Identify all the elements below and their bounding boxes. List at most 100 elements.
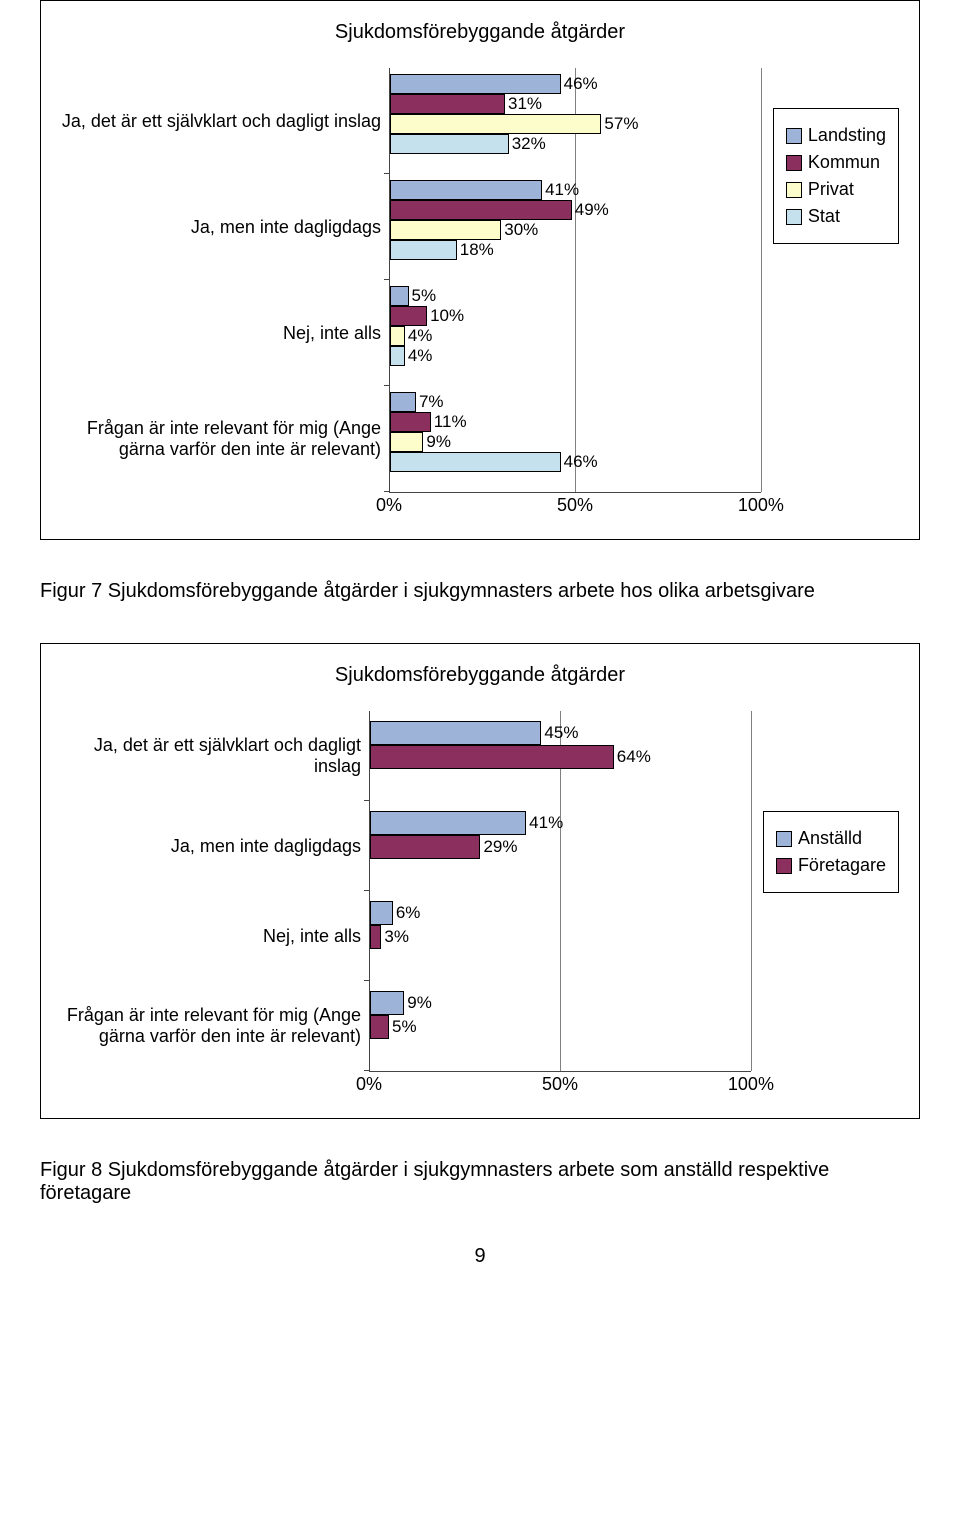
chart-bar: 5% xyxy=(390,286,409,306)
chart-bar-row: 64% xyxy=(370,745,751,769)
chart-bar-value-label: 64% xyxy=(613,747,651,767)
chart-x-tick: 0% xyxy=(376,495,402,516)
chart2-legend: Anställd Företagare xyxy=(763,811,899,893)
chart-x-tick: 100% xyxy=(728,1074,774,1095)
chart-bar-row: 46% xyxy=(390,74,761,94)
chart-gridline xyxy=(761,68,763,492)
legend-label: Stat xyxy=(808,206,840,227)
chart-bar: 11% xyxy=(390,412,431,432)
chart-bar-row: 49% xyxy=(390,200,761,220)
chart1-plot-wrap: 46%31%57%32%41%49%30%18%5%10%4%4%7%11%9%… xyxy=(389,68,761,519)
chart-bar-row: 29% xyxy=(370,835,751,859)
chart-bar-group: 46%31%57%32% xyxy=(390,68,761,174)
chart2-title: Sjukdomsförebyggande åtgärder xyxy=(61,664,899,687)
chart-bar: 3% xyxy=(370,925,381,949)
chart-bar-group: 5%10%4%4% xyxy=(390,280,761,386)
legend-label: Företagare xyxy=(798,855,886,876)
chart1-legend: Landsting Kommun Privat Stat xyxy=(773,108,899,244)
chart-bar: 7% xyxy=(390,392,416,412)
chart-bar: 4% xyxy=(390,346,405,366)
legend-label: Kommun xyxy=(808,152,880,173)
chart-bar: 31% xyxy=(390,94,505,114)
chart-bar: 5% xyxy=(370,1015,389,1039)
figure8-caption: Figur 8 Sjukdomsförebyggande åtgärder i … xyxy=(40,1159,920,1205)
chart2-plot: 45%64%41%29%6%3%9%5% xyxy=(369,711,751,1072)
chart-bar-value-label: 45% xyxy=(540,723,578,743)
chart-bar: 46% xyxy=(390,452,561,472)
chart1-plot: 46%31%57%32%41%49%30%18%5%10%4%4%7%11%9%… xyxy=(389,68,761,493)
chart-bar-row: 41% xyxy=(370,811,751,835)
page-number: 9 xyxy=(40,1245,920,1268)
legend-item: Kommun xyxy=(786,152,886,173)
chart-bar-value-label: 46% xyxy=(560,74,598,94)
chart-bar-group: 7%11%9%46% xyxy=(390,386,761,492)
chart-bar-row: 31% xyxy=(390,94,761,114)
chart-bar-value-label: 41% xyxy=(525,813,563,833)
legend-item: Landsting xyxy=(786,125,886,146)
chart1-y-labels: Ja, det är ett självklart och dagligt in… xyxy=(61,68,389,492)
chart-category-label: Frågan är inte relevant för mig (Ange gä… xyxy=(61,386,381,492)
page: Sjukdomsförebyggande åtgärder Ja, det är… xyxy=(0,0,960,1308)
chart-x-tick: 50% xyxy=(557,495,593,516)
chart-bar: 41% xyxy=(370,811,526,835)
chart-category-label: Ja, men inte dagligdags xyxy=(61,801,361,891)
chart1-body: Ja, det är ett självklart och dagligt in… xyxy=(61,68,899,519)
chart-bar: 64% xyxy=(370,745,614,769)
legend-item: Privat xyxy=(786,179,886,200)
chart-bar-value-label: 30% xyxy=(500,220,538,240)
chart-bar-value-label: 3% xyxy=(380,927,409,947)
legend-label: Privat xyxy=(808,179,854,200)
legend-swatch xyxy=(776,831,792,847)
chart-bar-value-label: 18% xyxy=(456,240,494,260)
legend-item: Anställd xyxy=(776,828,886,849)
chart-category-label: Nej, inte alls xyxy=(61,891,361,981)
chart-bar: 57% xyxy=(390,114,601,134)
chart-bar-value-label: 29% xyxy=(479,837,517,857)
chart-bar: 45% xyxy=(370,721,541,745)
chart-bar-value-label: 5% xyxy=(408,286,437,306)
chart-bar: 41% xyxy=(390,180,542,200)
chart1-title: Sjukdomsförebyggande åtgärder xyxy=(61,21,899,44)
chart-bar-row: 9% xyxy=(390,432,761,452)
figure7-caption: Figur 7 Sjukdomsförebyggande åtgärder i … xyxy=(40,580,920,603)
chart1-x-axis: 0%50%100% xyxy=(389,493,761,519)
chart-bar-value-label: 10% xyxy=(426,306,464,326)
chart-category-label: Nej, inte alls xyxy=(61,280,381,386)
chart-bar-group: 45%64% xyxy=(370,711,751,801)
chart-bar: 18% xyxy=(390,240,457,260)
chart-bar-row: 6% xyxy=(370,901,751,925)
chart-bar-row: 4% xyxy=(390,346,761,366)
chart-category-label: Ja, det är ett självklart och dagligt in… xyxy=(61,711,361,801)
chart-bar-value-label: 4% xyxy=(404,326,433,346)
chart-bar-value-label: 49% xyxy=(571,200,609,220)
legend-item: Stat xyxy=(786,206,886,227)
chart-bar-row: 5% xyxy=(370,1015,751,1039)
chart-bar: 49% xyxy=(390,200,572,220)
chart-bar-value-label: 11% xyxy=(430,412,467,432)
chart-bar-row: 10% xyxy=(390,306,761,326)
chart-bar-value-label: 4% xyxy=(404,346,433,366)
chart-bar-row: 46% xyxy=(390,452,761,472)
chart-bar-value-label: 41% xyxy=(541,180,579,200)
legend-swatch xyxy=(786,209,802,225)
chart-bar-row: 9% xyxy=(370,991,751,1015)
chart-category-label: Frågan är inte relevant för mig (Ange gä… xyxy=(61,981,361,1071)
chart-bar-group: 41%49%30%18% xyxy=(390,174,761,280)
chart-bar-value-label: 46% xyxy=(560,452,598,472)
chart2-x-axis: 0%50%100% xyxy=(369,1072,751,1098)
chart-bar: 46% xyxy=(390,74,561,94)
chart-bar-group: 9% 5% xyxy=(370,981,751,1071)
legend-swatch xyxy=(786,155,802,171)
chart-category-label: Ja, det är ett självklart och dagligt in… xyxy=(61,68,381,174)
chart-bar-value-label: 9% xyxy=(403,993,432,1013)
chart-bar-value-label: 57% xyxy=(600,114,638,134)
chart-bar-value-label: 9% xyxy=(422,432,451,452)
chart-bar-group: 6% 3% xyxy=(370,891,751,981)
chart-bar-value-label: 6% xyxy=(392,903,421,923)
chart-bar-value-label: 7% xyxy=(415,392,444,412)
legend-label: Landsting xyxy=(808,125,886,146)
chart-bar-row: 30% xyxy=(390,220,761,240)
chart-bar-row: 7% xyxy=(390,392,761,412)
chart-bar-row: 4% xyxy=(390,326,761,346)
chart-bar: 9% xyxy=(390,432,423,452)
